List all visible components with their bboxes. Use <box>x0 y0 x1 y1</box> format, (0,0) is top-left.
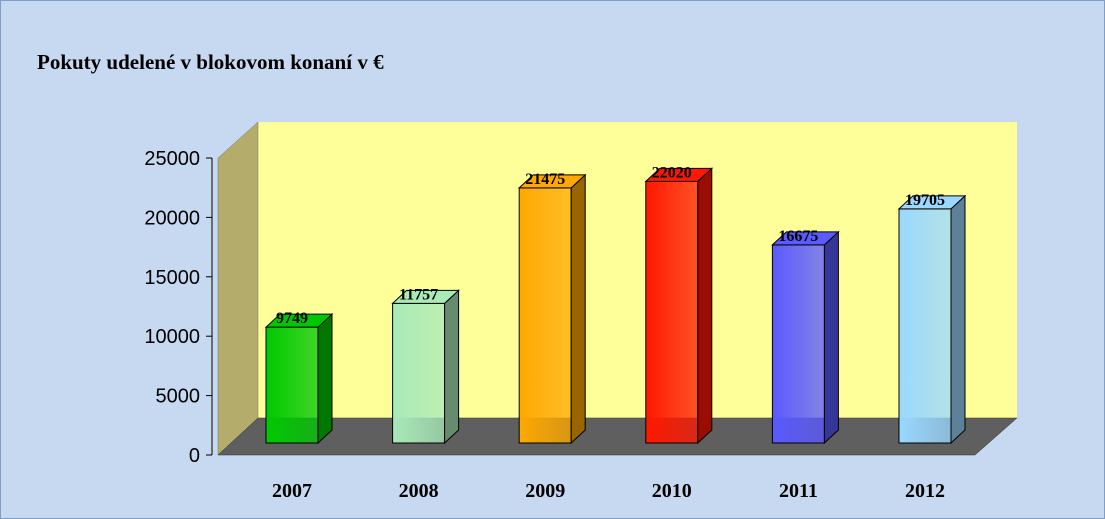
y-tick-label: 0 <box>189 445 200 467</box>
value-label: 19705 <box>905 192 945 209</box>
value-label: 11757 <box>399 286 438 303</box>
x-tick-label: 2012 <box>905 480 945 502</box>
y-tick-label: 25000 <box>144 148 200 170</box>
value-label: 9749 <box>276 310 308 327</box>
bar-top <box>264 313 334 328</box>
y-tick-label: 20000 <box>144 207 200 229</box>
y-tick-label: 10000 <box>144 326 200 348</box>
bar-top <box>517 174 587 189</box>
x-tick-label: 2010 <box>652 480 692 502</box>
bar <box>771 244 825 444</box>
value-label: 16675 <box>778 228 818 245</box>
bar <box>645 180 699 444</box>
bar-side-shade <box>697 168 712 443</box>
bar-top <box>391 289 460 304</box>
bar-top <box>771 231 840 246</box>
bar-side-shade <box>951 195 965 443</box>
y-tick-label: 15000 <box>144 267 200 289</box>
bar-side-shade <box>571 174 586 443</box>
value-label: 22020 <box>652 164 692 181</box>
bar-side-shade <box>318 314 332 443</box>
side-wall <box>217 121 259 456</box>
x-tick-label: 2007 <box>272 480 312 502</box>
bar-top <box>897 195 967 210</box>
x-tick-label: 2009 <box>525 480 565 502</box>
chart-title: Pokuty udelené v blokovom konaní v € <box>37 50 384 74</box>
floor <box>217 417 1018 456</box>
bar <box>265 326 319 444</box>
value-label: 21475 <box>525 171 565 188</box>
bar-side-shade <box>444 290 459 443</box>
bar-top <box>644 167 714 182</box>
x-tick-label: 2008 <box>399 480 439 502</box>
bar-side-shade <box>824 231 839 443</box>
y-tick-label: 5000 <box>156 386 201 408</box>
bar <box>898 208 952 444</box>
bar <box>392 302 446 444</box>
bar <box>518 187 572 444</box>
x-tick-label: 2011 <box>779 480 818 502</box>
